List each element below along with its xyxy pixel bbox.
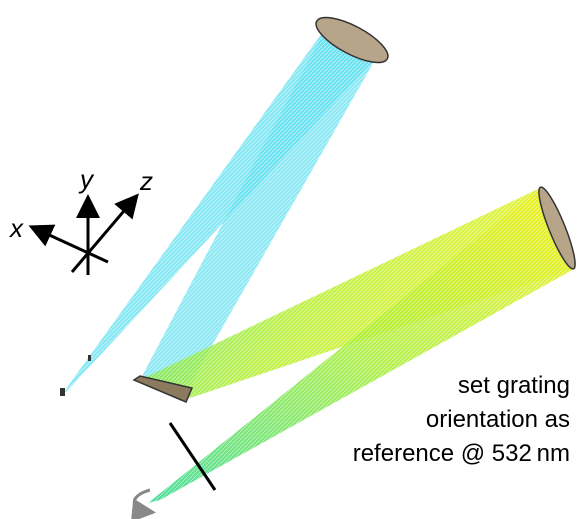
slit — [60, 388, 65, 396]
rotation-arrow — [134, 490, 150, 512]
page: y z x set grating orientation as referen… — [0, 0, 580, 519]
axis-triad — [34, 198, 135, 275]
ray-trace-diagram: y z x set grating orientation as referen… — [0, 0, 580, 519]
z-axis-label: z — [139, 166, 153, 196]
slit-marker — [88, 355, 91, 361]
x-axis-label: x — [8, 213, 24, 243]
y-axis-label: y — [78, 164, 95, 194]
annotation-line: set grating — [458, 372, 570, 399]
annotation-line: orientation as — [426, 406, 570, 433]
annotation-line: reference @ 532 nm — [353, 440, 570, 467]
